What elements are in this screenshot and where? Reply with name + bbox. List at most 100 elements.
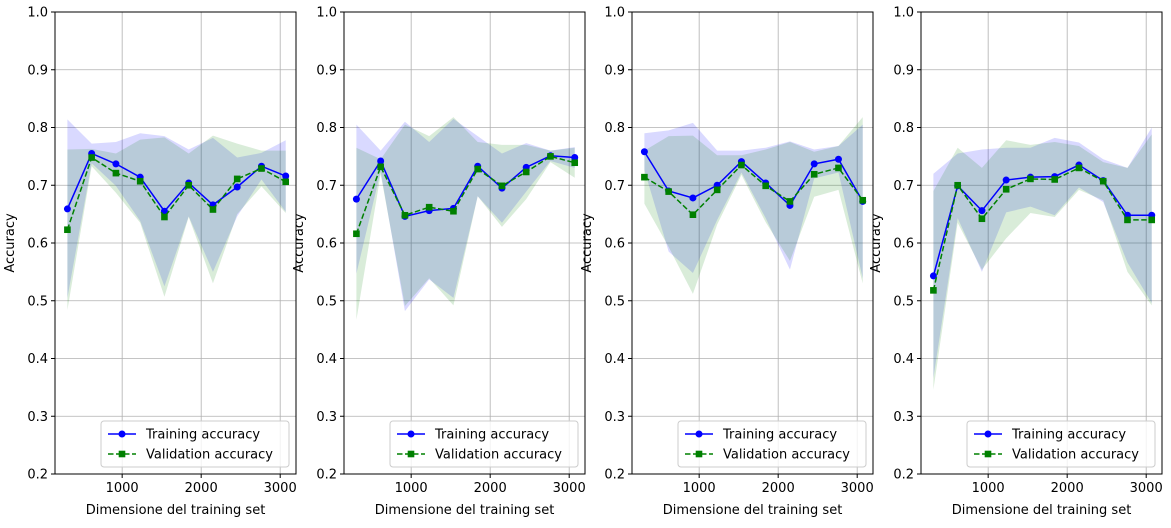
y-tick-label: 1.0 (604, 6, 625, 21)
validation-accuracy-point (353, 230, 360, 238)
training-accuracy-line (66, 152, 287, 213)
y-tick-label: 0.4 (316, 352, 337, 367)
validation-accuracy-point (641, 173, 648, 181)
training-std-band (356, 118, 575, 312)
legend-box (389, 420, 579, 468)
validation-accuracy-point (1124, 216, 1131, 224)
y-tick-label: 0.5 (893, 294, 914, 309)
training-accuracy-point (63, 205, 71, 213)
validation-accuracy-point (810, 170, 818, 178)
training-accuracy-point (834, 155, 842, 163)
y-tick-label: 0.4 (893, 352, 914, 367)
validation-accuracy-line (66, 156, 287, 230)
y-tick-label: 0.4 (27, 352, 48, 367)
y-tick-label: 0.9 (893, 63, 914, 78)
y-tick-label: 0.8 (893, 121, 914, 136)
x-axis-title: Dimensione del training set (663, 503, 843, 518)
training-accuracy-point (810, 160, 818, 168)
training-legend-label: Training accuracy (722, 428, 837, 443)
y-axis-title: Accuracy (292, 213, 307, 273)
validation-accuracy-point (88, 154, 95, 161)
training-legend-label: Training accuracy (145, 428, 260, 443)
y-tick-label: 0.2 (27, 468, 48, 483)
y-tick-label: 0.5 (604, 294, 625, 309)
legend: Training accuracy Validation accuracy (389, 420, 579, 468)
training-accuracy-point (571, 154, 579, 162)
training-accuracy-line (932, 164, 1152, 277)
validation-accuracy-point (786, 198, 794, 205)
validation-accuracy-point (474, 165, 481, 173)
validation-legend-marker (984, 450, 992, 458)
legend-box (100, 420, 290, 468)
x-axis-title: Dimensione del training set (952, 503, 1132, 518)
validation-accuracy-point (713, 186, 721, 194)
legend: Training accuracy Validation accuracy (100, 420, 290, 468)
validation-accuracy-point (64, 226, 71, 234)
training-accuracy-point (640, 148, 648, 156)
x-tick-label: 2000 (185, 481, 218, 496)
training-std-band (67, 119, 286, 298)
chart-panel-4: 0.2 0.3 0.4 0.5 0.6 0.7 0.8 0.9 1.0 1000 2000 3000 D… (869, 6, 1163, 519)
y-tick-label: 0.8 (316, 121, 337, 136)
chart-panel-2: 0.2 0.3 0.4 0.5 0.6 0.7 0.8 0.9 1.0 1000 2000 3000 D… (292, 6, 586, 519)
validation-accuracy-point (450, 207, 457, 215)
validation-accuracy-point (522, 168, 530, 176)
x-tick-label: 1000 (683, 481, 716, 496)
validation-accuracy-point (112, 169, 120, 177)
validation-accuracy-point (185, 181, 192, 189)
training-legend-marker (984, 430, 992, 438)
y-tick-label: 1.0 (316, 6, 337, 21)
validation-legend-label: Validation accuracy (1012, 448, 1139, 463)
validation-accuracy-point (762, 182, 769, 190)
y-tick-label: 0.5 (316, 294, 337, 309)
training-legend-marker (118, 430, 126, 438)
x-tick-label: 3000 (264, 481, 297, 496)
y-tick-label: 0.7 (316, 179, 337, 194)
y-axis-title: Accuracy (580, 213, 595, 273)
validation-accuracy-point (1027, 175, 1034, 183)
x-tick-label: 2000 (1051, 481, 1084, 496)
chart-panel-3: 0.2 0.3 0.4 0.5 0.6 0.7 0.8 0.9 1.0 1000 2000 3000 D… (580, 6, 874, 519)
legend-box (677, 420, 867, 468)
validation-accuracy-point (1051, 176, 1058, 183)
validation-accuracy-point (136, 177, 144, 185)
validation-accuracy-line (355, 155, 575, 235)
validation-legend-marker (695, 450, 703, 458)
chart-panel-1: 0.2 0.3 0.4 0.5 0.6 0.7 0.8 0.9 1.0 1000 2000 3000 D… (3, 6, 297, 519)
y-tick-label: 0.3 (27, 410, 48, 425)
training-std-band (933, 127, 1152, 379)
training-legend-marker (407, 430, 415, 438)
y-tick-label: 0.2 (604, 468, 625, 483)
y-tick-label: 0.6 (893, 237, 914, 252)
validation-accuracy-point (258, 165, 265, 172)
y-tick-label: 0.9 (27, 63, 48, 78)
validation-accuracy-point (1099, 177, 1107, 185)
x-tick-label: 3000 (841, 481, 874, 496)
validation-accuracy-line (644, 164, 864, 216)
training-accuracy-point (282, 172, 290, 180)
x-tick-label: 1000 (395, 481, 428, 496)
training-accuracy-point (233, 183, 241, 191)
training-accuracy-line (643, 151, 864, 207)
validation-std-band (933, 134, 1152, 390)
training-legend-marker (695, 430, 703, 438)
x-tick-label: 2000 (474, 481, 507, 496)
y-axis-title: Accuracy (869, 213, 884, 273)
validation-accuracy-point (689, 211, 697, 219)
training-accuracy-point (978, 207, 986, 215)
y-tick-label: 0.6 (27, 237, 48, 252)
validation-legend-marker (118, 450, 126, 458)
validation-accuracy-point (930, 287, 937, 294)
y-tick-label: 0.2 (893, 468, 914, 483)
validation-accuracy-point (978, 215, 986, 223)
y-tick-label: 0.3 (604, 410, 625, 425)
y-tick-label: 0.2 (316, 468, 337, 483)
validation-std-band (356, 117, 575, 320)
y-tick-label: 0.6 (604, 237, 625, 252)
validation-accuracy-point (547, 153, 554, 160)
validation-accuracy-point (401, 211, 409, 219)
validation-accuracy-point (738, 161, 745, 169)
legend-box (966, 420, 1156, 468)
validation-accuracy-point (233, 175, 241, 183)
